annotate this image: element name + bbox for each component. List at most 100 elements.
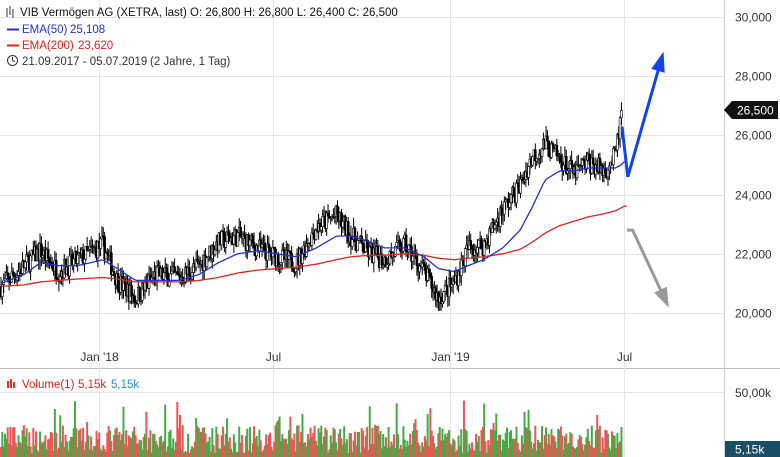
candle-body	[239, 227, 242, 238]
volume-bar	[187, 433, 190, 457]
volume-bar	[345, 439, 348, 457]
volume-bar	[281, 434, 284, 457]
candle-body	[534, 149, 537, 162]
volume-bar	[430, 430, 433, 457]
volume-bar	[619, 441, 622, 457]
volume-bar	[335, 442, 338, 457]
arrow-up-annotation	[620, 51, 665, 178]
candle-body	[116, 273, 120, 292]
volume-bar	[53, 408, 56, 457]
volume-bar	[87, 435, 90, 457]
volume-bar	[323, 436, 326, 457]
volume-bar	[2, 446, 5, 457]
volume-bar	[113, 435, 116, 457]
volume-bar	[162, 440, 165, 457]
volume-bar	[308, 439, 311, 457]
volume-bar	[51, 432, 54, 457]
volume-bar	[57, 447, 60, 457]
volume-bar	[189, 449, 192, 457]
candle-body	[162, 272, 166, 280]
volume-bar	[69, 436, 72, 457]
volume-bar	[21, 430, 24, 457]
volume-bar	[613, 435, 616, 457]
candle-body	[341, 221, 345, 228]
candle-body	[276, 253, 280, 266]
volume-bar	[309, 427, 312, 457]
volume-bar	[500, 450, 503, 457]
volume-bar	[29, 446, 32, 457]
volume-bar	[418, 445, 421, 457]
volume-bar	[224, 434, 227, 457]
volume-bar	[417, 442, 420, 457]
volume-bar	[78, 430, 81, 457]
candle-body	[251, 235, 254, 243]
volume-bar	[442, 440, 445, 457]
candle-body	[559, 154, 563, 163]
volume-bar	[139, 440, 142, 457]
candle-body	[220, 230, 224, 246]
candle-body	[267, 243, 271, 249]
volume-bar	[609, 450, 612, 457]
volume-bar	[72, 428, 75, 457]
volume-bar	[141, 449, 144, 457]
volume-bar	[332, 427, 335, 457]
volume-bar	[269, 432, 272, 457]
volume-bar	[285, 438, 288, 457]
bar-chart-icon	[7, 379, 15, 388]
volume-bar	[549, 444, 552, 457]
volume-bar	[554, 441, 557, 457]
volume-bar	[370, 443, 373, 457]
volume-bar	[251, 443, 254, 457]
volume-bar	[17, 435, 20, 457]
last-price-value: 26,500	[737, 104, 774, 118]
volume-bar	[535, 450, 538, 457]
volume-bar	[226, 418, 229, 457]
volume-bar	[460, 429, 463, 457]
volume-bar	[432, 435, 435, 457]
volume-bar	[254, 437, 257, 457]
volume-bar	[59, 415, 62, 457]
volume-bar	[329, 435, 332, 457]
volume-bar	[201, 427, 204, 457]
volume-bar	[503, 441, 506, 457]
volume-bar	[40, 441, 43, 457]
candle-body	[132, 295, 136, 303]
volume-bar	[37, 451, 40, 457]
volume-bar	[80, 440, 83, 457]
volume-bar	[248, 427, 251, 457]
volume-bar	[114, 428, 117, 457]
volume-bar	[617, 443, 620, 457]
grid-lines	[0, 0, 724, 457]
volume-bar	[601, 437, 604, 457]
candle-body	[442, 291, 446, 302]
volume-bar	[582, 450, 585, 457]
candle-body	[294, 268, 298, 272]
volume-bar	[191, 446, 194, 457]
volume-bar	[324, 427, 327, 457]
volume-bar	[446, 433, 449, 457]
candle-body	[550, 142, 553, 158]
volume-bar	[16, 446, 19, 457]
volume-bar	[469, 448, 472, 457]
volume-bar	[351, 451, 354, 457]
volume-bar	[511, 438, 514, 457]
volume-bar	[118, 431, 121, 457]
volume-bar	[12, 427, 15, 457]
volume-bar	[26, 446, 29, 457]
volume-bar	[527, 409, 530, 457]
date-range: 21.09.2017 - 05.07.2019	[22, 56, 147, 68]
volume-bar	[236, 451, 239, 457]
volume-bar	[166, 446, 169, 457]
candle-body	[540, 148, 544, 157]
volume-bar	[177, 428, 180, 457]
volume-bar	[74, 401, 77, 457]
candle-body	[612, 147, 615, 165]
volume-bar	[453, 440, 456, 457]
volume-bar	[522, 443, 525, 457]
volume-bar	[368, 406, 371, 457]
volume-bar	[160, 435, 163, 457]
candle-body	[620, 110, 623, 119]
date-duration: (2 Jahre, 1 Tag)	[150, 56, 231, 68]
volume-bar	[149, 430, 152, 457]
